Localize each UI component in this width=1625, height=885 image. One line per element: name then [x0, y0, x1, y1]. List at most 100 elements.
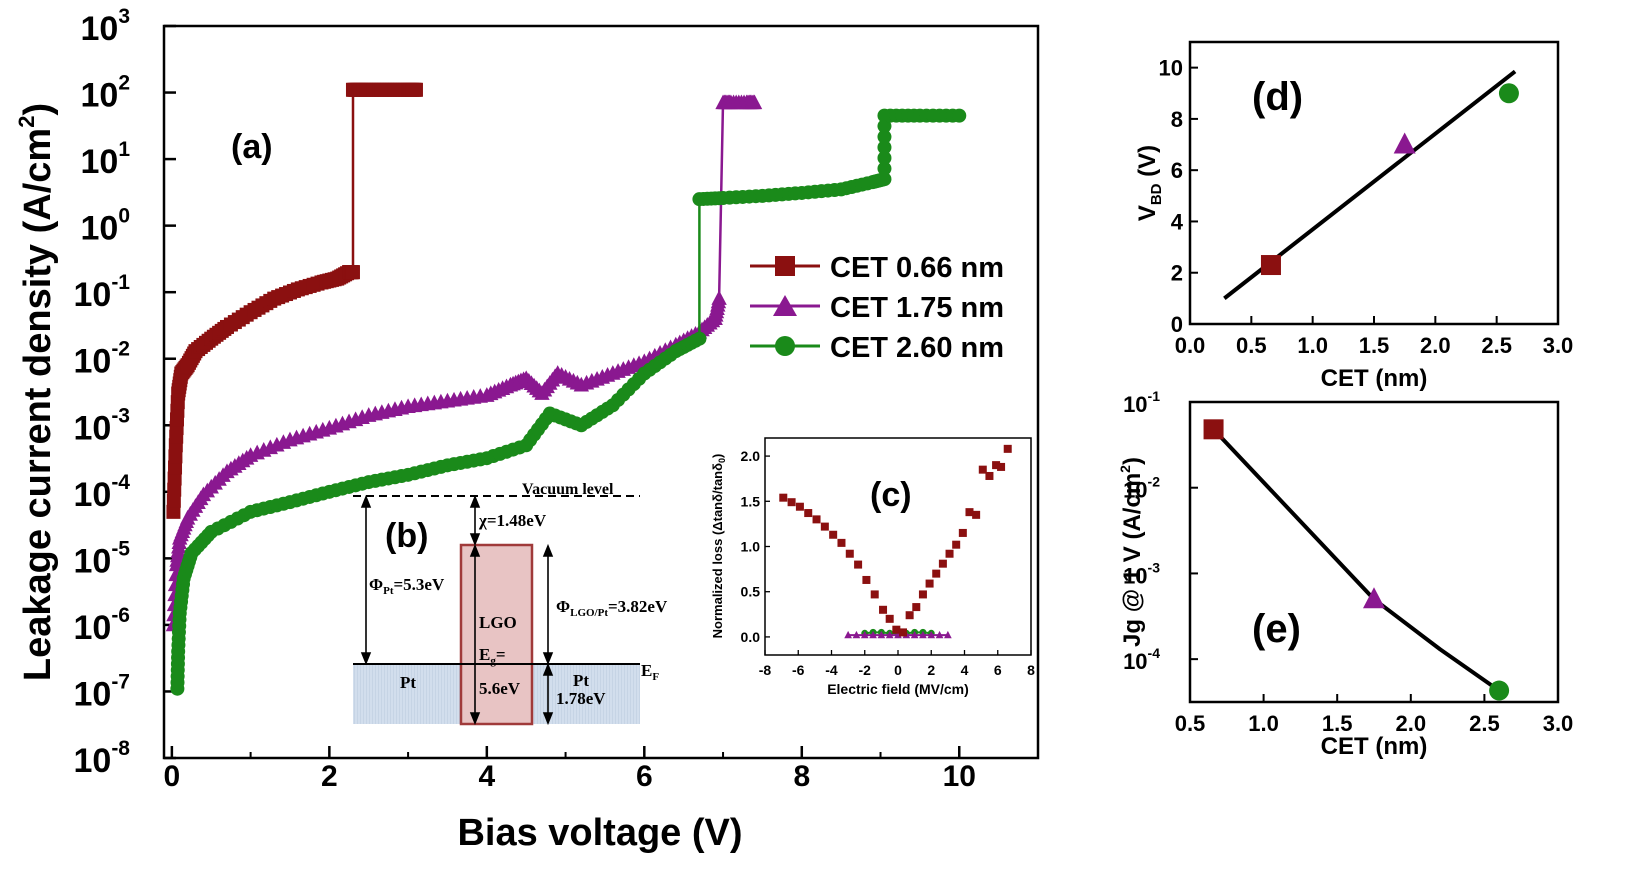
legend-label-cet-066: CET 0.66 nm	[830, 252, 1004, 284]
panel-e-x-tick-label: 2.0	[1396, 711, 1427, 736]
panel-e-label: (e)	[1252, 607, 1301, 651]
panel-a-y-tick-label: 10-7	[73, 670, 130, 713]
panel-c-point	[837, 538, 846, 547]
panel-c-point	[885, 630, 894, 639]
data-point	[711, 290, 727, 305]
panel-d-x-tick-label: 0.5	[1236, 333, 1267, 358]
panel-a-x-tick-label: 8	[793, 760, 810, 793]
panel-d-series	[1223, 69, 1519, 300]
panel-d-point	[1260, 255, 1281, 276]
data-point	[877, 150, 892, 165]
panel-c-point	[932, 569, 941, 578]
data-point	[168, 460, 183, 475]
panel-e-x-axis-title: CET (nm)	[1321, 733, 1428, 760]
panel-c-point	[892, 625, 901, 634]
panel-c-point	[944, 630, 952, 639]
panel-a-y-tick-label: 10-3	[73, 404, 130, 447]
panel-c-x-tick-label: 2	[927, 662, 935, 678]
data-point	[408, 82, 423, 97]
panel-c-point	[898, 628, 907, 637]
panel-e-y-tick-label: 10-4	[1123, 645, 1160, 674]
panel-c-x-tick-label: -2	[859, 662, 872, 678]
panel-a-y-tick-label: 10-8	[73, 737, 130, 780]
panel-c-point	[854, 560, 863, 569]
data-point	[746, 94, 763, 110]
panel-d-x-tick-label: 2.5	[1481, 333, 1512, 358]
data-point	[877, 172, 892, 187]
panel-a-y-tick-label: 10-5	[73, 537, 130, 580]
panel-d: 0.0 0.5 1.0 1.5 2.0 2.5 3.0 0 2 4 6 8 10 (d) CET (nm…	[1134, 40, 1574, 392]
panel-c-point	[918, 590, 927, 599]
panel-c-point	[945, 549, 954, 558]
data-point	[877, 119, 892, 134]
legend-item-cet-260: CET 2.60 nm	[750, 332, 1004, 364]
legend-item-cet-066: CET 0.66 nm	[750, 252, 1004, 284]
panel-e-point	[1203, 419, 1224, 440]
panel-d-ticks: 0.0 0.5 1.0 1.5 2.0 2.5 3.0 0 2 4 6 8 10	[1159, 56, 1574, 358]
lgo-barrier	[459, 543, 534, 726]
panel-c-point	[862, 575, 871, 584]
panel-a-label: (a)	[231, 128, 273, 166]
legend-label-cet-175: CET 1.75 nm	[830, 292, 1004, 324]
panel-c-x-tick-label: 8	[1027, 662, 1035, 678]
panel-e-x-tick-label: 1.5	[1322, 711, 1353, 736]
panel-c-point	[787, 498, 796, 507]
lgo-label: LGO	[479, 613, 517, 632]
panel-c-point	[938, 559, 947, 568]
panel-a-frame	[162, 24, 1040, 760]
panel-c-point	[894, 630, 902, 639]
panel-e-x-tick-label: 2.5	[1469, 711, 1500, 736]
panel-a-y-tick-label: 100	[80, 205, 130, 248]
panel-c-y-tick-label: 1.5	[741, 493, 761, 509]
panel-c-point	[925, 579, 934, 588]
panel-c-point	[845, 549, 854, 558]
series-line-0	[172, 88, 416, 512]
panel-d-x-tick-label: 1.5	[1359, 333, 1390, 358]
panel-e-x-tick-label: 0.5	[1175, 711, 1206, 736]
panel-e-fit-curve	[1212, 427, 1501, 693]
panel-a-y-tick-label: 10-6	[73, 604, 130, 647]
panel-e-ticks: 0.5 1.0 1.5 2.0 2.5 3.0 10-1 10-2 10-3 10-4	[1123, 388, 1573, 736]
panel-c-point	[912, 603, 921, 612]
panel-c-point	[972, 510, 981, 519]
panel-e-y-tick-label: 10-3	[1123, 559, 1160, 588]
panel-d-x-tick-label: 0.0	[1175, 333, 1206, 358]
data-point	[345, 265, 360, 280]
panel-c-point	[958, 528, 967, 537]
pt-right-label: Pt	[573, 671, 589, 690]
panel-c-point	[820, 522, 829, 531]
panel-a-x-tick-label: 0	[164, 760, 181, 793]
panel-e-frame	[1188, 400, 1560, 704]
panel-d-y-tick-label: 0	[1171, 312, 1183, 337]
panel-d-x-tick-label: 2.0	[1420, 333, 1451, 358]
panel-c-point	[795, 502, 804, 511]
panel-d-x-axis-title: CET (nm)	[1321, 365, 1428, 392]
panel-c-x-tick-label: 0	[894, 662, 902, 678]
panel-e: 0.5 1.0 1.5 2.0 2.5 3.0 10-1 10-2 10-3 10-4 (e) C…	[1117, 388, 1573, 760]
panel-c-point	[885, 614, 894, 623]
panel-a-series	[165, 82, 967, 696]
data-point	[168, 449, 183, 464]
panel-e-y-tick-label: 10-2	[1123, 474, 1160, 503]
data-point	[166, 493, 181, 508]
band-arrows	[360, 494, 554, 726]
panel-c-ticks: -8 -6 -4 -2 0 2 4 6 8 0.0 0.5 1.0 1.5 2.0	[741, 448, 1036, 678]
panel-e-point	[1489, 680, 1510, 701]
data-point	[877, 161, 892, 176]
panel-a: 0 2 4 6 8 10 103 102 101 100 10-1 10-2 10-3 10-4 10-5…	[14, 5, 1040, 854]
panel-d-y-tick-label: 10	[1159, 56, 1183, 81]
panel-c-x-tick-label: -6	[792, 662, 805, 678]
panel-a-y-tick-label: 101	[80, 138, 130, 181]
panel-c-point	[879, 605, 888, 614]
panel-c-point	[935, 630, 944, 639]
panel-d-label: (d)	[1252, 75, 1303, 119]
panel-c-y-axis-title: Normalized loss (Δtanδ/tanδ0)	[710, 454, 727, 639]
panel-e-point	[1363, 587, 1385, 609]
panel-e-x-tick-label: 3.0	[1543, 711, 1574, 736]
panel-a-x-ticks: 0 2 4 6 8 10	[164, 746, 1039, 793]
panel-d-x-tick-label: 1.0	[1297, 333, 1328, 358]
eg-label: Eg=	[479, 645, 506, 667]
panel-d-x-tick-label: 3.0	[1543, 333, 1574, 358]
panel-c-x-tick-label: 6	[994, 662, 1002, 678]
